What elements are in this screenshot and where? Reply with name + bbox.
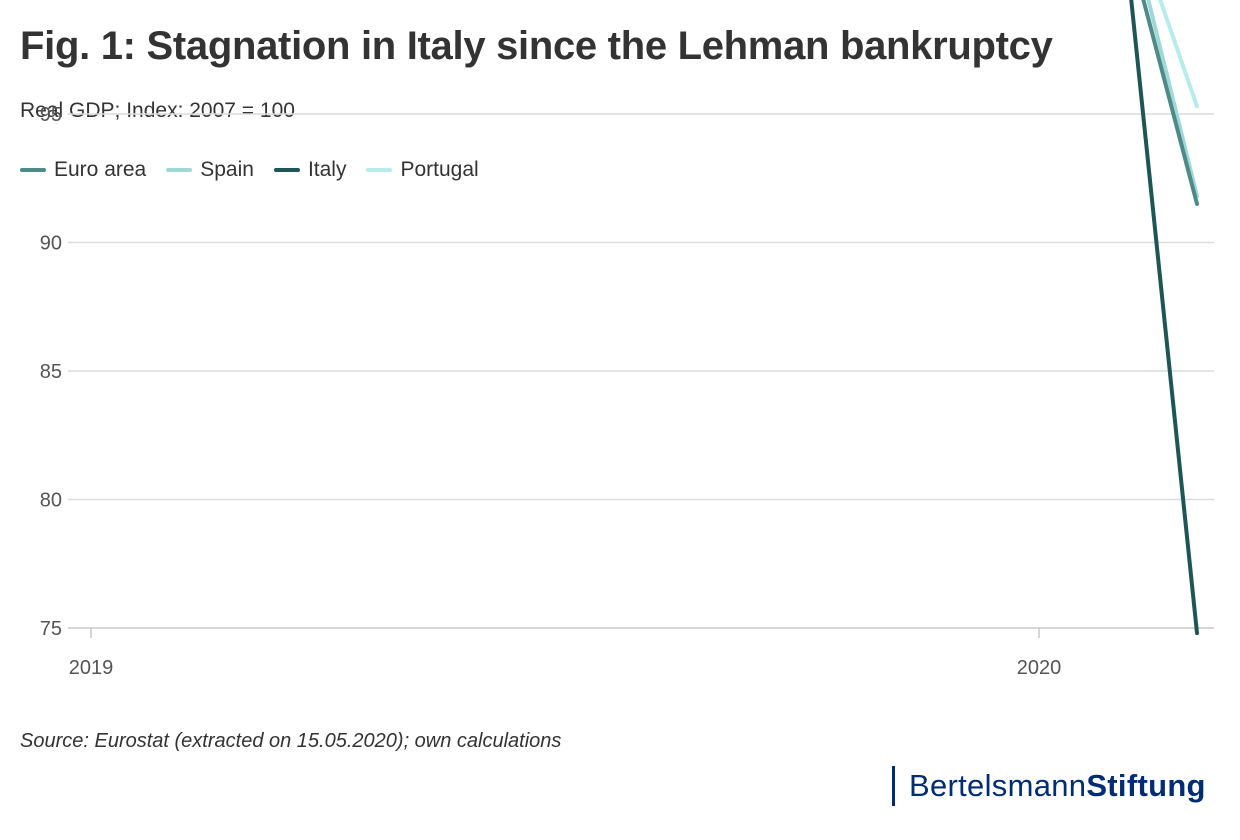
y-tick-label: 80 [40,490,62,512]
y-tick-label: 90 [40,233,62,255]
logo-wordmark: BertelsmannStiftung [909,768,1206,804]
chart-subtitle: Real GDP; Index: 2007 = 100 [20,99,295,122]
series-line [1146,0,1199,199]
legend-label: Spain [200,158,254,181]
legend-swatch [366,168,393,172]
legend-label: Euro area [54,158,147,181]
legend-item: Portugal [366,158,479,182]
legend-label: Portugal [400,158,479,181]
legend-item: Euro area [20,158,146,182]
legend-item: Italy [273,158,347,182]
legend-label: Italy [307,158,347,181]
legend-swatch [20,168,46,172]
logo-word-light: Bertelsmann [909,768,1087,803]
logo-bar [892,766,895,806]
legend-item: Spain [166,158,254,182]
chart-title: Fig. 1: Stagnation in Italy since the Le… [20,24,1053,68]
source-note: Source: Eurostat (extracted on 15.05.202… [20,730,562,752]
legend-swatch [166,168,193,172]
series-line [1129,0,1199,636]
y-tick-label: 75 [40,618,62,640]
y-tick-label: 95 [40,104,62,126]
y-tick-label: 85 [40,361,62,383]
bertelsmann-stiftung-logo: BertelsmannStiftung [892,766,1206,806]
x-tick-label: 2020 [1017,657,1062,679]
x-tick-label: 2019 [69,657,114,679]
logo-word-bold: Stiftung [1086,768,1206,803]
series-line [1141,0,1199,206]
legend-swatch [273,168,300,172]
series-line [1158,0,1199,109]
chart-legend: Euro area Spain Italy Portugal [20,158,499,182]
line-chart: 758085909510010520192020 [40,0,1214,679]
